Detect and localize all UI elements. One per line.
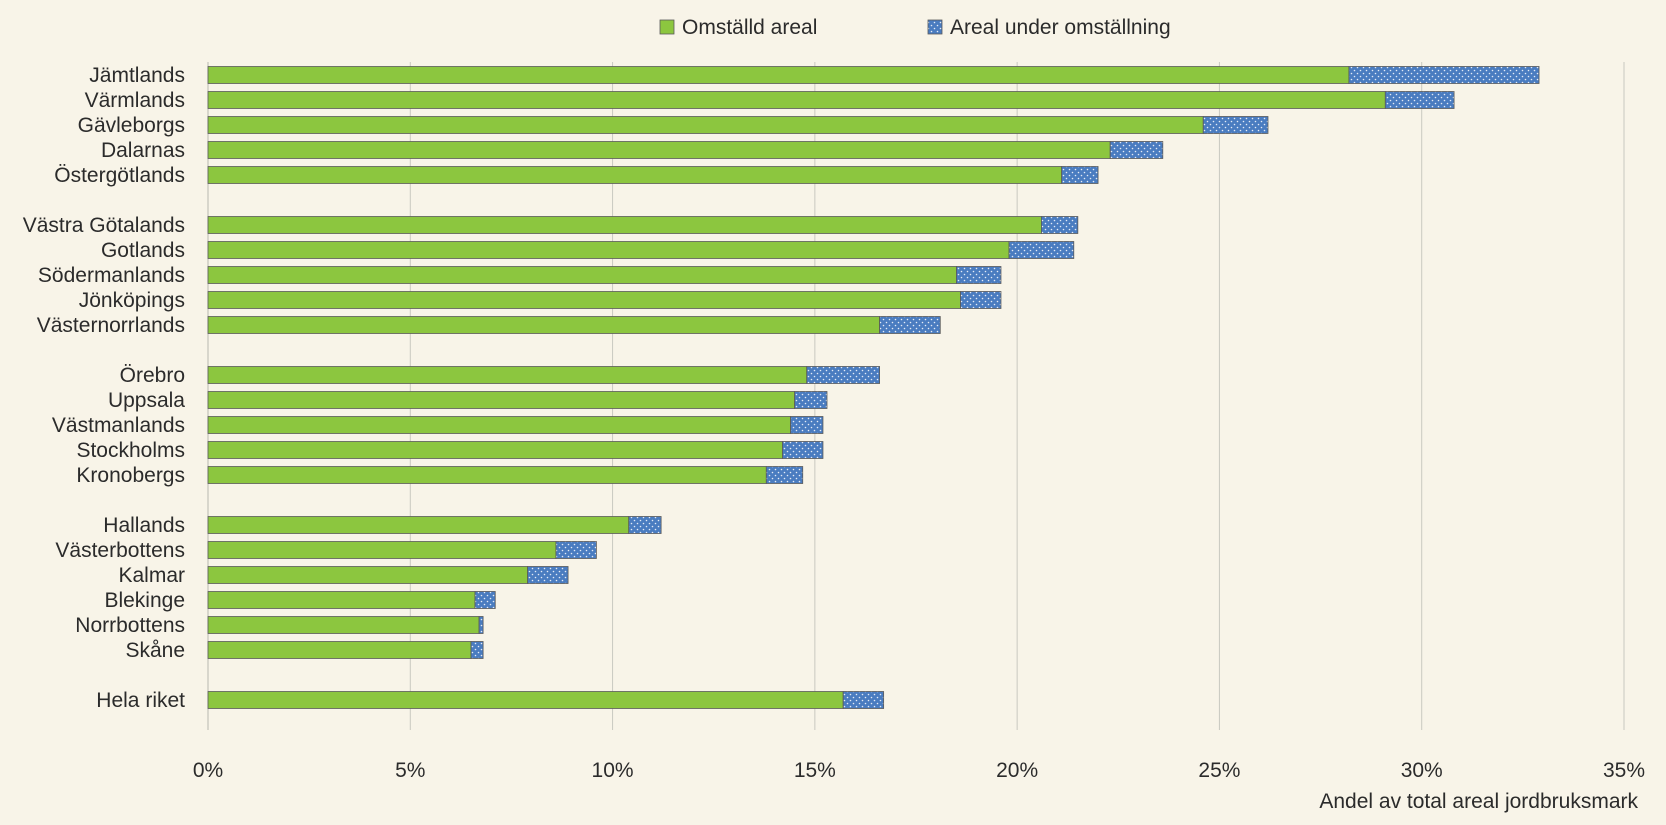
y-tick-label: Uppsala: [108, 389, 185, 412]
y-tick-label: Skåne: [125, 639, 185, 662]
bar-omstalld: [207, 316, 880, 334]
bar-omstalld: [207, 616, 480, 634]
x-tick-label: 20%: [996, 759, 1038, 782]
bar-omstalld: [207, 166, 1063, 184]
y-tick-label: Västra Götalands: [23, 214, 185, 237]
bar-under-omstallning: [1202, 116, 1269, 134]
bar-under-omstallning: [1061, 166, 1099, 184]
y-tick-label: Västmanlands: [52, 414, 185, 437]
legend-label: Omställd areal: [682, 16, 817, 39]
bar-omstalld: [207, 116, 1204, 134]
bar-under-omstallning: [628, 516, 662, 534]
bar-under-omstallning: [960, 291, 1002, 309]
bar-under-omstallning: [879, 316, 941, 334]
bar-omstalld: [207, 216, 1042, 234]
y-tick-label: Östergötlands: [54, 164, 185, 187]
bar-under-omstallning: [1348, 66, 1540, 84]
bar-omstalld: [207, 516, 630, 534]
y-tick-label: Jämtlands: [89, 64, 185, 87]
bar-under-omstallning: [478, 616, 484, 634]
bar-under-omstallning: [782, 441, 824, 459]
x-axis-title: Andel av total areal jordbruksmark: [1319, 790, 1638, 813]
bar-under-omstallning: [790, 416, 824, 434]
y-tick-label: Stockholms: [76, 439, 185, 462]
bar-omstalld: [207, 66, 1350, 84]
bar-under-omstallning: [1041, 216, 1079, 234]
y-tick-label: Kalmar: [118, 564, 185, 587]
y-tick-label: Norrbottens: [75, 614, 185, 637]
bar-under-omstallning: [956, 266, 1002, 284]
bar-under-omstallning: [527, 566, 569, 584]
bar-omstalld: [207, 466, 767, 484]
x-tick-label: 5%: [395, 759, 425, 782]
y-tick-label: Kronobergs: [76, 464, 185, 487]
bar-under-omstallning: [470, 641, 484, 659]
y-tick-label: Värmlands: [85, 89, 185, 112]
bar-under-omstallning: [474, 591, 496, 609]
y-tick-label: Jönköpings: [79, 289, 185, 312]
bar-under-omstallning: [555, 541, 597, 559]
y-tick-label: Hela riket: [96, 689, 185, 712]
y-tick-label: Gävleborgs: [78, 114, 185, 137]
bar-omstalld: [207, 391, 796, 409]
bar-under-omstallning: [1109, 141, 1164, 159]
x-tick-label: 30%: [1401, 759, 1443, 782]
bar-omstalld: [207, 416, 791, 434]
bar-omstalld: [207, 541, 557, 559]
y-tick-label: Örebro: [120, 364, 185, 387]
legend-swatch: [927, 19, 943, 35]
bar-omstalld: [207, 291, 961, 309]
x-tick-label: 10%: [592, 759, 634, 782]
legend-swatch: [659, 19, 675, 35]
bar-under-omstallning: [1384, 91, 1455, 109]
y-tick-label: Hallands: [103, 514, 185, 537]
bar-under-omstallning: [1008, 241, 1075, 259]
y-axis-labels: JämtlandsVärmlandsGävleborgsDalarnasÖste…: [23, 64, 186, 712]
legend-label: Areal under omställning: [950, 16, 1171, 39]
bar-omstalld: [207, 441, 783, 459]
bar-omstalld: [207, 566, 529, 584]
y-tick-label: Västerbottens: [55, 539, 185, 562]
bar-omstalld: [207, 691, 844, 709]
x-tick-label: 25%: [1198, 759, 1240, 782]
y-tick-label: Gotlands: [101, 239, 185, 262]
y-tick-label: Blekinge: [104, 589, 185, 612]
bar-omstalld: [207, 91, 1386, 109]
y-tick-label: Västernorrlands: [37, 314, 185, 337]
bar-omstalld: [207, 241, 1010, 259]
y-tick-label: Dalarnas: [101, 139, 185, 162]
bar-under-omstallning: [794, 391, 828, 409]
x-tick-label: 0%: [193, 759, 223, 782]
bar-under-omstallning: [765, 466, 804, 484]
x-tick-label: 15%: [794, 759, 836, 782]
bar-omstalld: [207, 641, 472, 659]
x-tick-label: 35%: [1603, 759, 1645, 782]
bar-under-omstallning: [842, 691, 885, 709]
y-tick-label: Södermanlands: [38, 264, 185, 287]
bar-omstalld: [207, 366, 808, 384]
bar-omstalld: [207, 266, 957, 284]
bars: [207, 66, 1540, 709]
bar-omstalld: [207, 591, 476, 609]
legend: Omställd areal Areal under omställning: [659, 16, 1171, 39]
x-axis-tick-labels: 0% 5% 10% 15% 20% 25% 30% 35%: [193, 759, 1645, 782]
bar-omstalld: [207, 141, 1111, 159]
bar-under-omstallning: [806, 366, 880, 384]
